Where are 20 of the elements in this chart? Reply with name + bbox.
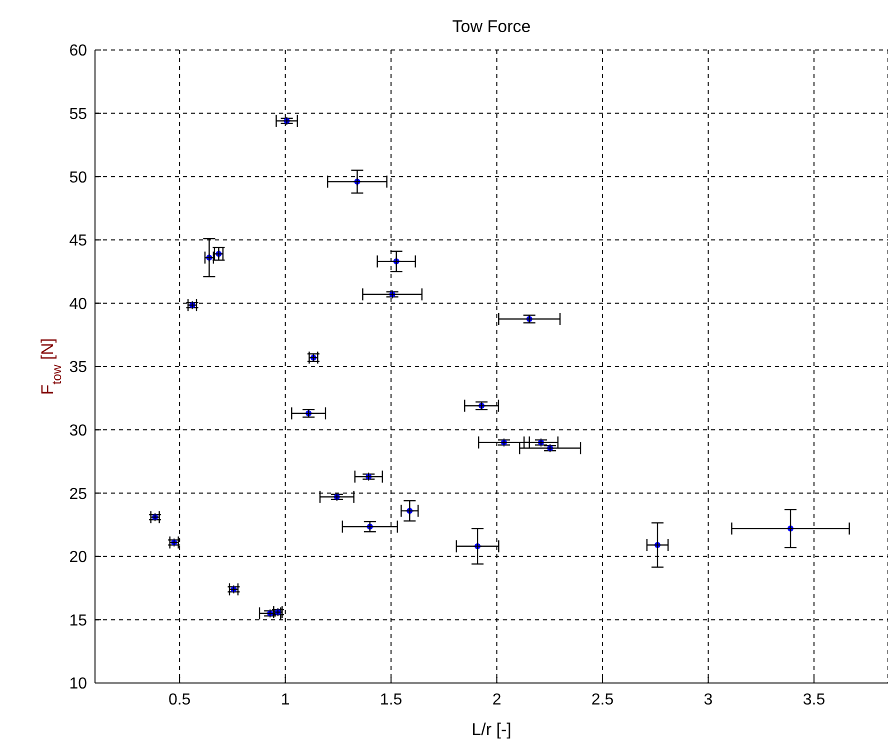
y-tick-label: 45 <box>69 232 88 250</box>
y-tick-label: 25 <box>69 486 88 503</box>
x-axis-title: L/r [-] <box>472 720 512 739</box>
y-tick-label: 20 <box>69 549 88 566</box>
y-tick-label: 15 <box>69 612 88 630</box>
y-tick-label: 40 <box>69 296 88 313</box>
y-tick-label: 50 <box>69 169 88 186</box>
x-tick-label: 2.5 <box>591 691 614 708</box>
y-tick-label: 55 <box>69 106 88 123</box>
y-tick-label: 10 <box>69 676 88 693</box>
x-tick-label: 0.5 <box>168 691 191 708</box>
x-tick-label: 1.5 <box>380 691 402 708</box>
x-tick-label: 3 <box>704 691 713 708</box>
y-tick-label: 30 <box>69 422 88 440</box>
chart-title: Tow Force <box>452 17 531 36</box>
y-tick-label: 35 <box>69 359 88 376</box>
y-tick-label: 60 <box>69 42 88 60</box>
x-tick-label: 1 <box>280 691 290 708</box>
x-tick-label: 2 <box>492 691 502 708</box>
x-tick-label: 3.5 <box>802 691 826 708</box>
